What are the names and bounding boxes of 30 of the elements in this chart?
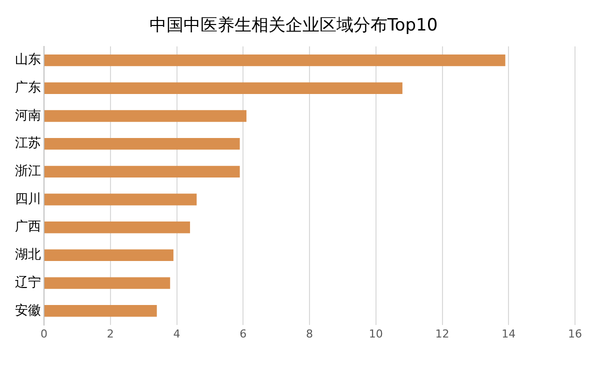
y-tick-label: 辽宁 bbox=[15, 274, 41, 290]
y-tick-label: 湖北 bbox=[15, 248, 41, 263]
x-tick-label: 12 bbox=[435, 327, 450, 340]
bar bbox=[44, 110, 246, 122]
y-tick-label: 广东 bbox=[15, 80, 41, 96]
y-tick-label: 浙江 bbox=[15, 164, 41, 180]
y-tick-label: 江苏 bbox=[15, 136, 41, 152]
y-tick-label: 安徽 bbox=[15, 302, 41, 318]
x-tick-label: 16 bbox=[568, 327, 582, 340]
bar bbox=[44, 277, 170, 289]
y-tick-label: 四川 bbox=[15, 192, 41, 207]
x-tick-label: 8 bbox=[306, 327, 313, 340]
bar bbox=[44, 82, 402, 94]
bar bbox=[44, 166, 240, 178]
y-tick-label: 河南 bbox=[15, 108, 41, 124]
x-tick-label: 10 bbox=[368, 327, 383, 340]
y-tick-label: 山东 bbox=[15, 52, 41, 68]
bar bbox=[44, 249, 174, 262]
bar bbox=[44, 305, 157, 317]
x-tick-label: 14 bbox=[502, 327, 516, 340]
bar bbox=[44, 222, 190, 234]
x-tick-label: 0 bbox=[40, 327, 48, 340]
x-tick-label: 2 bbox=[106, 327, 114, 340]
bar bbox=[44, 194, 197, 206]
y-tick-label: 广西 bbox=[15, 220, 41, 235]
bar bbox=[44, 54, 506, 66]
x-tick-label: 4 bbox=[173, 327, 180, 340]
x-tick-label: 6 bbox=[240, 327, 247, 340]
chart-title: 中国中医养生相关企业区域分布Top10 bbox=[149, 16, 438, 36]
bar bbox=[44, 138, 240, 150]
